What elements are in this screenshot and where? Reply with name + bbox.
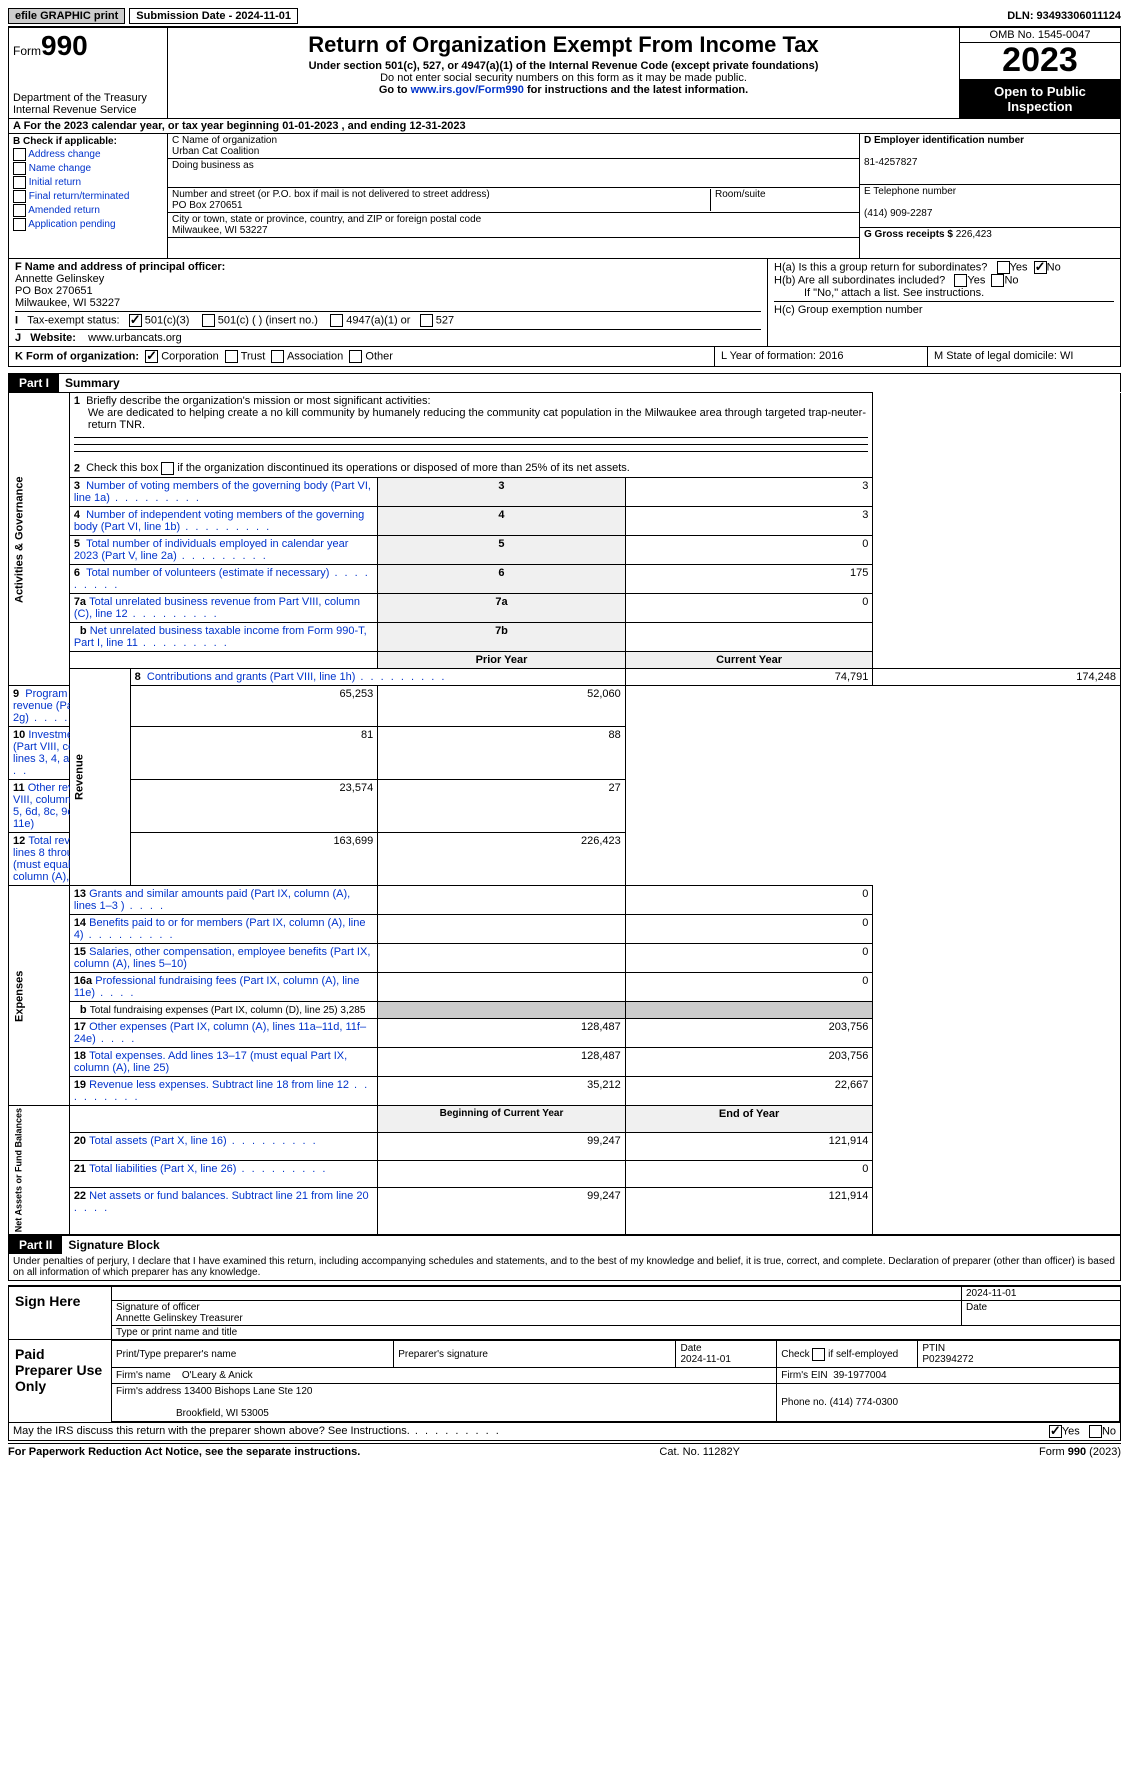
- year-formation: L Year of formation: 2016: [715, 347, 928, 366]
- gross-receipts-label: G Gross receipts $: [864, 229, 953, 240]
- org-name-label: C Name of organization: [172, 135, 855, 146]
- initial-return-cb[interactable]: [13, 176, 26, 189]
- app-pending-cb[interactable]: [13, 218, 26, 231]
- declaration: Under penalties of perjury, I declare th…: [8, 1254, 1121, 1281]
- corp-cb[interactable]: [145, 350, 158, 363]
- 501c-cb[interactable]: [202, 314, 215, 327]
- tax-year: 2023: [960, 43, 1120, 80]
- instructions-link-row: Go to www.irs.gov/Form990 for instructio…: [174, 84, 953, 96]
- net-label: Net Assets or Fund Balances: [9, 1106, 70, 1235]
- submission-date: Submission Date - 2024-11-01: [129, 8, 298, 24]
- ein: 81-4257827: [864, 157, 917, 168]
- self-employed-cb[interactable]: [812, 1348, 825, 1361]
- address-change-cb[interactable]: [13, 148, 26, 161]
- 501c3-cb[interactable]: [129, 314, 142, 327]
- name-change-cb[interactable]: [13, 162, 26, 175]
- part2-title: Signature Block: [62, 1236, 165, 1254]
- entity-info: B Check if applicable: Address change Na…: [8, 134, 1121, 259]
- top-bar: efile GRAPHIC print Submission Date - 20…: [8, 8, 1121, 28]
- form-link: Form 990 (2023): [1039, 1446, 1121, 1458]
- ein-label: D Employer identification number: [864, 135, 1024, 146]
- mission: We are dedicated to helping create a no …: [74, 407, 869, 431]
- h-b-note: If "No," attach a list. See instructions…: [774, 287, 1114, 299]
- open-inspection: Open to Public Inspection: [960, 80, 1120, 118]
- part2-tag: Part II: [9, 1236, 62, 1254]
- discuss-yes-cb[interactable]: [1049, 1425, 1062, 1438]
- street-label: Number and street (or P.O. box if mail i…: [172, 189, 490, 200]
- website: www.urbancats.org: [88, 332, 182, 344]
- footer: For Paperwork Reduction Act Notice, see …: [8, 1443, 1121, 1458]
- 527-cb[interactable]: [420, 314, 433, 327]
- officer-group-row: F Name and address of principal officer:…: [8, 259, 1121, 347]
- trust-cb[interactable]: [225, 350, 238, 363]
- ha-yes-cb[interactable]: [997, 261, 1010, 274]
- h-c: H(c) Group exemption number: [774, 304, 1114, 316]
- other-cb[interactable]: [349, 350, 362, 363]
- h-b: H(b) Are all subordinates included? Yes …: [774, 274, 1114, 287]
- signature-block: Sign Here 2024-11-01 Signature of office…: [8, 1285, 1121, 1423]
- phone-label: E Telephone number: [864, 186, 956, 197]
- rev-label: Revenue: [69, 669, 130, 886]
- state-domicile: M State of legal domicile: WI: [928, 347, 1120, 366]
- summary-table: Activities & Governance 1 Briefly descri…: [8, 392, 1121, 1235]
- 4947-cb[interactable]: [330, 314, 343, 327]
- discontinued-cb[interactable]: [161, 462, 174, 475]
- dept-treasury: Department of the Treasury Internal Reve…: [13, 92, 147, 116]
- form-subtitle: Under section 501(c), 527, or 4947(a)(1)…: [174, 60, 953, 72]
- efile-button[interactable]: efile GRAPHIC print: [8, 8, 125, 24]
- ha-no-cb[interactable]: [1034, 261, 1047, 274]
- city: Milwaukee, WI 53227: [172, 225, 855, 236]
- row-a: A For the 2023 calendar year, or tax yea…: [8, 119, 1121, 134]
- irs-link[interactable]: www.irs.gov/Form990: [411, 84, 524, 96]
- org-name: Urban Cat Coalition: [172, 146, 855, 157]
- assoc-cb[interactable]: [271, 350, 284, 363]
- gov-label: Activities & Governance: [9, 393, 70, 686]
- row-j: J Website: www.urbancats.org: [15, 332, 761, 344]
- city-label: City or town, state or province, country…: [172, 214, 855, 225]
- form-header: Form990 Department of the Treasury Inter…: [8, 28, 1121, 119]
- box-f: F Name and address of principal officer:…: [15, 261, 761, 309]
- sign-here: Sign Here: [9, 1287, 111, 1339]
- room-label: Room/suite: [715, 189, 766, 200]
- final-return-cb[interactable]: [13, 190, 26, 203]
- dln: DLN: 93493306011124: [1007, 10, 1121, 22]
- dba-label: Doing business as: [172, 160, 254, 186]
- gross-receipts: 226,423: [956, 229, 992, 240]
- part1-title: Summary: [59, 374, 126, 392]
- street: PO Box 270651: [172, 200, 243, 211]
- h-a: H(a) Is this a group return for subordin…: [774, 261, 1114, 274]
- exp-label: Expenses: [9, 886, 70, 1106]
- form-number: Form990: [13, 30, 163, 62]
- discuss-row: May the IRS discuss this return with the…: [8, 1423, 1121, 1441]
- line2: Check this box if the organization disco…: [86, 462, 630, 474]
- ssn-note: Do not enter social security numbers on …: [174, 72, 953, 84]
- row-i: I Tax-exempt status: 501(c)(3) 501(c) ( …: [15, 314, 761, 327]
- amended-return-cb[interactable]: [13, 204, 26, 217]
- box-b: B Check if applicable: Address change Na…: [9, 134, 168, 258]
- discuss-no-cb[interactable]: [1089, 1425, 1102, 1438]
- part1-tag: Part I: [9, 374, 59, 392]
- hb-no-cb[interactable]: [991, 274, 1004, 287]
- hb-yes-cb[interactable]: [954, 274, 967, 287]
- form-title: Return of Organization Exempt From Incom…: [174, 32, 953, 58]
- phone: (414) 909-2287: [864, 208, 932, 219]
- paid-preparer: Paid Preparer Use Only: [9, 1340, 111, 1422]
- row-klm: K Form of organization: Corporation Trus…: [8, 347, 1121, 367]
